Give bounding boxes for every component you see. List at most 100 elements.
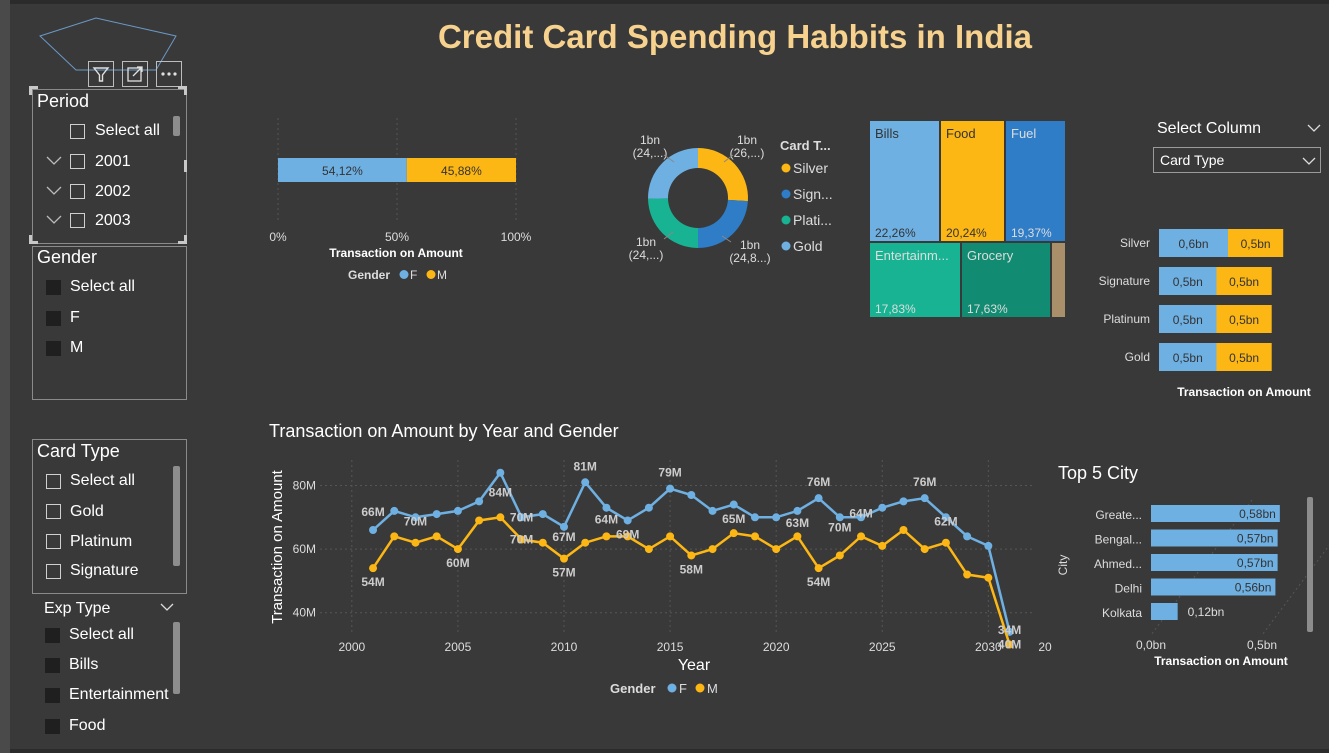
- legend-label: F: [410, 268, 417, 282]
- data-point: [729, 529, 738, 538]
- data-point: [835, 551, 844, 560]
- select-column-title: Select Column: [1157, 120, 1262, 137]
- data-label: 34M: [998, 623, 1021, 637]
- treemap-label: Fuel: [1011, 126, 1036, 141]
- donut-slice: [698, 199, 748, 248]
- axis-label: Transaction on Amount: [269, 469, 286, 624]
- chevron-down-icon[interactable]: [1307, 124, 1321, 133]
- data-label: 0,5bn: [1229, 351, 1259, 365]
- series-line-m: [372, 515, 1011, 645]
- resize-handle[interactable]: [29, 241, 38, 244]
- period-item-2003[interactable]: 2003: [95, 212, 131, 229]
- resize-handle[interactable]: [184, 160, 187, 172]
- card-type-item-gold[interactable]: Gold: [70, 503, 104, 520]
- resize-handle[interactable]: [184, 86, 187, 95]
- card-type-item-platinum[interactable]: Platinum: [70, 533, 133, 550]
- data-label: (24,...): [629, 248, 664, 262]
- checkbox[interactable]: [46, 534, 61, 549]
- tick-label: 40M: [293, 606, 316, 620]
- data-label: 54M: [361, 575, 384, 589]
- bar-segment-f: [1159, 343, 1217, 371]
- data-point: [941, 538, 950, 547]
- data-label: 1bn: [740, 238, 760, 252]
- legend-label: M: [707, 681, 718, 696]
- gender-item-m[interactable]: M: [70, 339, 84, 356]
- city-bar: [1151, 603, 1178, 620]
- data-label: 76M: [913, 475, 936, 489]
- chevron-down-icon[interactable]: [160, 603, 174, 612]
- exp-type-item-food[interactable]: Food: [69, 717, 106, 734]
- period-item-2002[interactable]: 2002: [95, 183, 131, 200]
- data-point: [687, 551, 696, 560]
- legend-marker: [781, 163, 791, 173]
- resize-handle[interactable]: [29, 86, 38, 89]
- chevron-down-icon[interactable]: [46, 215, 62, 225]
- checkbox[interactable]: [46, 311, 61, 326]
- data-label: 54M: [807, 575, 830, 589]
- data-point: [899, 526, 908, 534]
- data-point: [538, 538, 547, 547]
- checkbox[interactable]: [46, 280, 61, 295]
- resize-handle[interactable]: [29, 86, 32, 95]
- treemap-value: 20,24%: [946, 226, 987, 240]
- data-label: 0,12bn: [1188, 605, 1225, 619]
- more-options-icon[interactable]: [156, 61, 182, 87]
- chevron-down-icon[interactable]: [46, 156, 62, 166]
- chevron-down-icon[interactable]: [46, 186, 62, 196]
- checkbox[interactable]: [46, 504, 61, 519]
- legend-label: Plati...: [793, 212, 832, 228]
- checkbox[interactable]: [46, 474, 61, 489]
- checkbox[interactable]: [46, 564, 61, 579]
- checkbox[interactable]: [70, 124, 85, 139]
- focus-mode-icon[interactable]: [122, 61, 148, 87]
- scrollbar[interactable]: [173, 116, 180, 136]
- card-type-item-signature[interactable]: Signature: [70, 562, 139, 579]
- data-label: 0,6bn: [1178, 237, 1208, 251]
- scrollbar[interactable]: [173, 622, 180, 694]
- legend-label: Silver: [793, 160, 828, 176]
- data-point: [369, 526, 378, 534]
- tick-label: 80M: [293, 478, 316, 492]
- checkbox[interactable]: [70, 154, 85, 169]
- exp-type-item-bills[interactable]: Bills: [69, 656, 99, 673]
- data-point: [432, 510, 441, 519]
- category-label: Kolkata: [1102, 606, 1142, 620]
- data-point: [411, 538, 420, 547]
- data-label: 54,12%: [322, 164, 363, 178]
- treemap-cell: [962, 243, 1050, 317]
- checkbox[interactable]: [70, 213, 85, 228]
- data-point: [666, 532, 675, 541]
- data-point: [878, 541, 887, 550]
- data-point: [984, 573, 993, 582]
- checkbox[interactable]: [45, 628, 60, 643]
- category-label: Platinum: [1103, 312, 1150, 326]
- exp-type-slicer-title: Exp Type: [44, 600, 111, 617]
- data-point: [475, 516, 484, 525]
- resize-handle[interactable]: [29, 235, 32, 244]
- data-label: 67M: [552, 530, 575, 544]
- axis-label: City: [1056, 555, 1070, 576]
- resize-handle[interactable]: [178, 241, 187, 244]
- scrollbar[interactable]: [173, 466, 180, 566]
- tick-label: 2030: [975, 640, 1002, 654]
- filter-icon[interactable]: [88, 61, 114, 87]
- period-item-2001[interactable]: 2001: [95, 153, 131, 170]
- checkbox[interactable]: [45, 658, 60, 673]
- card-type-item-select-all[interactable]: Select all: [70, 472, 135, 489]
- gender-item-select-all[interactable]: Select all: [70, 278, 135, 295]
- exp-type-item-entertainment[interactable]: Entertainment: [69, 686, 169, 703]
- checkbox[interactable]: [45, 719, 60, 734]
- checkbox[interactable]: [45, 688, 60, 703]
- data-label: 0,5bn: [1173, 351, 1203, 365]
- resize-handle[interactable]: [184, 235, 187, 244]
- card-type-slicer-title: Card Type: [37, 441, 120, 461]
- resize-handle[interactable]: [178, 86, 187, 89]
- period-item-select-all[interactable]: Select all: [95, 122, 160, 139]
- select-column-dropdown[interactable]: Card Type: [1153, 147, 1321, 173]
- data-point: [560, 522, 568, 531]
- checkbox[interactable]: [70, 184, 85, 199]
- exp-type-item-select-all[interactable]: Select all: [69, 626, 134, 643]
- treemap-cell: [870, 243, 960, 317]
- checkbox[interactable]: [46, 341, 61, 356]
- gender-item-f[interactable]: F: [70, 309, 80, 326]
